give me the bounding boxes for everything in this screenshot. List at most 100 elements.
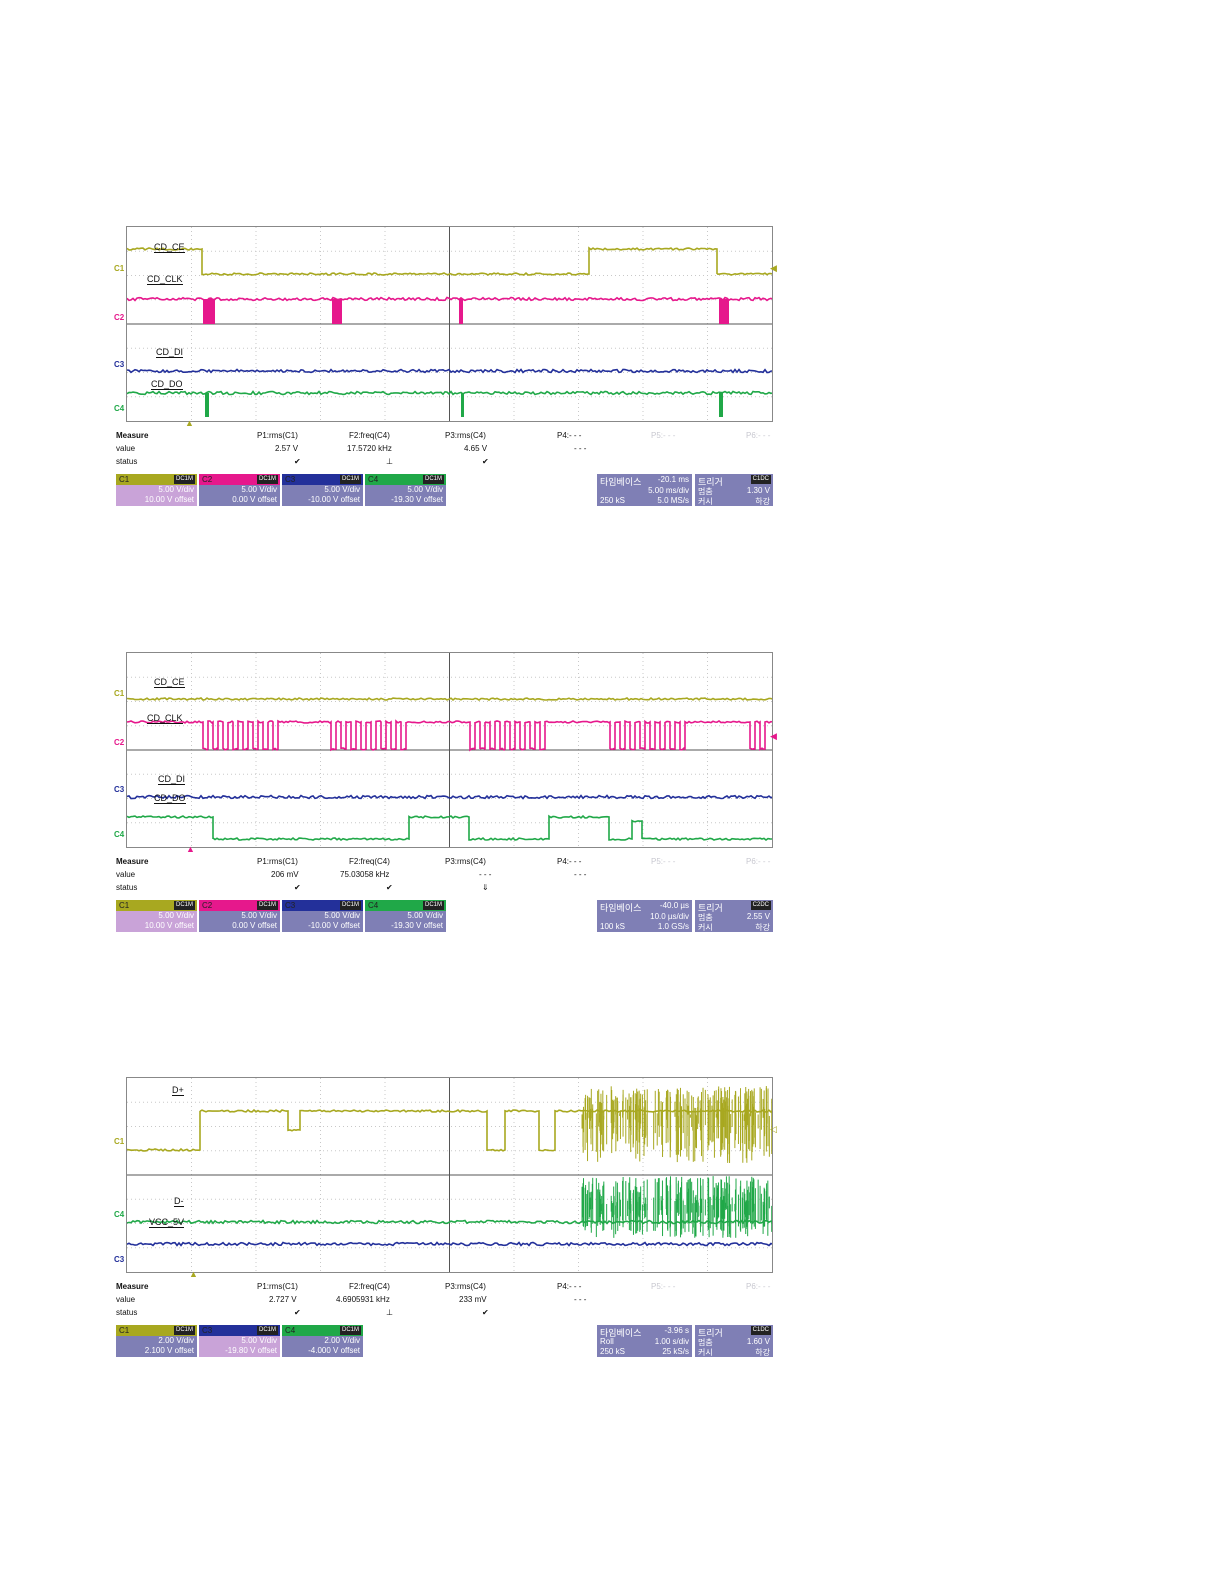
measure-title: Measure	[116, 857, 148, 866]
trigger-coupling-badge: C1DC	[751, 1326, 771, 1335]
status-p1: ✔	[294, 457, 301, 466]
measure-value-row: value 206 mV 75.03058 kHz - - - - - -	[114, 870, 776, 882]
channel-box-c3[interactable]: C3 DC1M 5.00 V/div -10.00 V offset	[282, 900, 363, 932]
trigger-level: 2.55 V	[747, 912, 770, 921]
measure-value-row: value 2.727 V 4.6905931 kHz 233 mV - - -	[114, 1295, 776, 1307]
status-p1: ✔	[294, 1308, 301, 1317]
measure-title: Measure	[116, 1282, 148, 1291]
coupling-badge: DC1M	[257, 475, 278, 484]
measure-p4[interactable]: P4:- - -	[557, 1282, 581, 1291]
trigger-coupling-badge: C1DC	[751, 475, 771, 484]
offset-value: -19.30 V offset	[365, 921, 443, 931]
value-p1: 2.727 V	[269, 1295, 297, 1304]
measure-table: Measure P1:rms(C1) F2:freq(C4) P3:rms(C4…	[114, 431, 776, 471]
timebase-delay: -3.96 s	[665, 1326, 689, 1335]
measure-table: Measure P1:rms(C1) F2:freq(C4) P3:rms(C4…	[114, 857, 776, 897]
signal-label-cd-di: CD_DI	[156, 347, 183, 358]
coupling-badge: DC1M	[340, 1326, 361, 1335]
status-f2: ⊥	[386, 457, 393, 466]
channel-box-c1[interactable]: C1 DC1M 5.00 V/div 10.00 V offset	[116, 474, 197, 506]
measure-p4[interactable]: P4:- - -	[557, 431, 581, 440]
trigger-box[interactable]: 트리거 C2DC 멈춤 2.55 V 커시 하강	[695, 900, 773, 932]
status-label: status	[116, 457, 137, 466]
waveform-grid	[126, 226, 773, 422]
channel-box-c2[interactable]: C2 DC1M 5.00 V/div 0.00 V offset	[199, 474, 280, 506]
clock-burst	[459, 299, 463, 324]
timebase-delay: -20.1 ms	[658, 475, 689, 484]
measure-p1[interactable]: P1:rms(C1)	[257, 857, 298, 866]
measure-p1[interactable]: P1:rms(C1)	[257, 1282, 298, 1291]
channel-tag-c4: C4	[114, 404, 124, 413]
channel-name: C1	[119, 901, 129, 910]
channel-box-c1[interactable]: C1 DC1M 5.00 V/div 10.00 V offset	[116, 900, 197, 932]
measure-p3[interactable]: P3:rms(C4)	[445, 1282, 486, 1291]
measure-p3[interactable]: P3:rms(C4)	[445, 857, 486, 866]
channel-name: C3	[285, 901, 295, 910]
coupling-badge: DC1M	[423, 901, 444, 910]
trace-c1	[127, 698, 772, 700]
signal-label-cd-ce: CD_CE	[154, 242, 185, 253]
measure-p5[interactable]: P5:- - -	[651, 1282, 675, 1291]
coupling-badge: DC1M	[174, 475, 195, 484]
timebase-box[interactable]: 타임베이스 -3.96 s Roll 1.00 s/div 250 kS 25 …	[597, 1325, 692, 1357]
channel-name: C4	[368, 901, 378, 910]
channel-box-c4[interactable]: C4 DC1M 2.00 V/div -4.000 V offset	[282, 1325, 363, 1357]
status-p3: ✔	[482, 457, 489, 466]
measure-p1[interactable]: P1:rms(C1)	[257, 431, 298, 440]
sample-rate: 25 kS/s	[662, 1347, 689, 1356]
coupling-badge: DC1M	[423, 475, 444, 484]
channel-tag-c3: C3	[114, 1255, 124, 1264]
trigger-box[interactable]: 트리거 C1DC 멈춤 1.30 V 커시 하강	[695, 474, 773, 506]
measure-status-row: status ✔ ⊥ ✔	[114, 457, 776, 469]
measure-f2[interactable]: F2:freq(C4)	[349, 857, 390, 866]
trigger-level: 1.30 V	[747, 486, 770, 495]
channel-box-c2[interactable]: C2 DC1M 5.00 V/div 0.00 V offset	[199, 900, 280, 932]
channel-box-c1[interactable]: C1 DC1M 2.00 V/div 2.100 V offset	[116, 1325, 197, 1357]
measure-table: Measure P1:rms(C1) F2:freq(C4) P3:rms(C4…	[114, 1282, 776, 1322]
trigger-edge: 하강	[755, 922, 770, 933]
measure-f2[interactable]: F2:freq(C4)	[349, 1282, 390, 1291]
signal-label-cd-do: CD_DO	[154, 793, 186, 804]
channel-name: C4	[368, 475, 378, 484]
coupling-badge: DC1M	[174, 901, 195, 910]
channel-name: C2	[202, 475, 212, 484]
channel-box-c3[interactable]: C3 DC1M 5.00 V/div -19.80 V offset	[199, 1325, 280, 1357]
channel-tag-c4: C4	[114, 830, 124, 839]
channel-tag-c2: C2	[114, 738, 124, 747]
measure-p6[interactable]: P6:- - -	[746, 431, 770, 440]
trigger-edge-label: 커시	[698, 496, 713, 507]
volts-per-div: 5.00 V/div	[282, 911, 360, 921]
measure-f2[interactable]: F2:freq(C4)	[349, 431, 390, 440]
value-p3: 4.65 V	[464, 444, 487, 453]
value-p1: 2.57 V	[275, 444, 298, 453]
measure-title: Measure	[116, 431, 148, 440]
measure-p6[interactable]: P6:- - -	[746, 857, 770, 866]
waveform-display	[127, 653, 772, 847]
value-f2: 75.03058 kHz	[340, 870, 389, 879]
offset-value: -10.00 V offset	[282, 921, 360, 931]
status-label: status	[116, 883, 137, 892]
measure-p3[interactable]: P3:rms(C4)	[445, 431, 486, 440]
waveform-grid	[126, 1077, 773, 1273]
volts-per-div: 5.00 V/div	[365, 911, 443, 921]
channel-box-c3[interactable]: C3 DC1M 5.00 V/div -10.00 V offset	[282, 474, 363, 506]
channel-tag-c3: C3	[114, 785, 124, 794]
sample-count: 250 kS	[600, 496, 625, 505]
measure-p5[interactable]: P5:- - -	[651, 431, 675, 440]
timebase-box[interactable]: 타임베이스 -40.0 µs 10.0 µs/div 100 kS 1.0 GS…	[597, 900, 692, 932]
channel-name: C3	[285, 475, 295, 484]
measure-p5[interactable]: P5:- - -	[651, 857, 675, 866]
trigger-box[interactable]: 트리거 C1DC 멈춤 1.60 V 커시 하강	[695, 1325, 773, 1357]
measure-p4[interactable]: P4:- - -	[557, 857, 581, 866]
value-p3: - - -	[479, 870, 491, 879]
value-p4: - - -	[574, 444, 586, 453]
time-per-div: 1.00 s/div	[655, 1337, 689, 1346]
timebase-box[interactable]: 타임베이스 -20.1 ms 5.00 ms/div 250 kS 5.0 MS…	[597, 474, 692, 506]
channel-box-c4[interactable]: C4 DC1M 5.00 V/div -19.30 V offset	[365, 474, 446, 506]
volts-per-div: 5.00 V/div	[116, 911, 194, 921]
channel-box-c4[interactable]: C4 DC1M 5.00 V/div -19.30 V offset	[365, 900, 446, 932]
sample-count: 100 kS	[600, 922, 625, 931]
measure-p6[interactable]: P6:- - -	[746, 1282, 770, 1291]
signal-label-cd-do: CD_DO	[151, 379, 183, 390]
clock-burst	[332, 299, 342, 324]
